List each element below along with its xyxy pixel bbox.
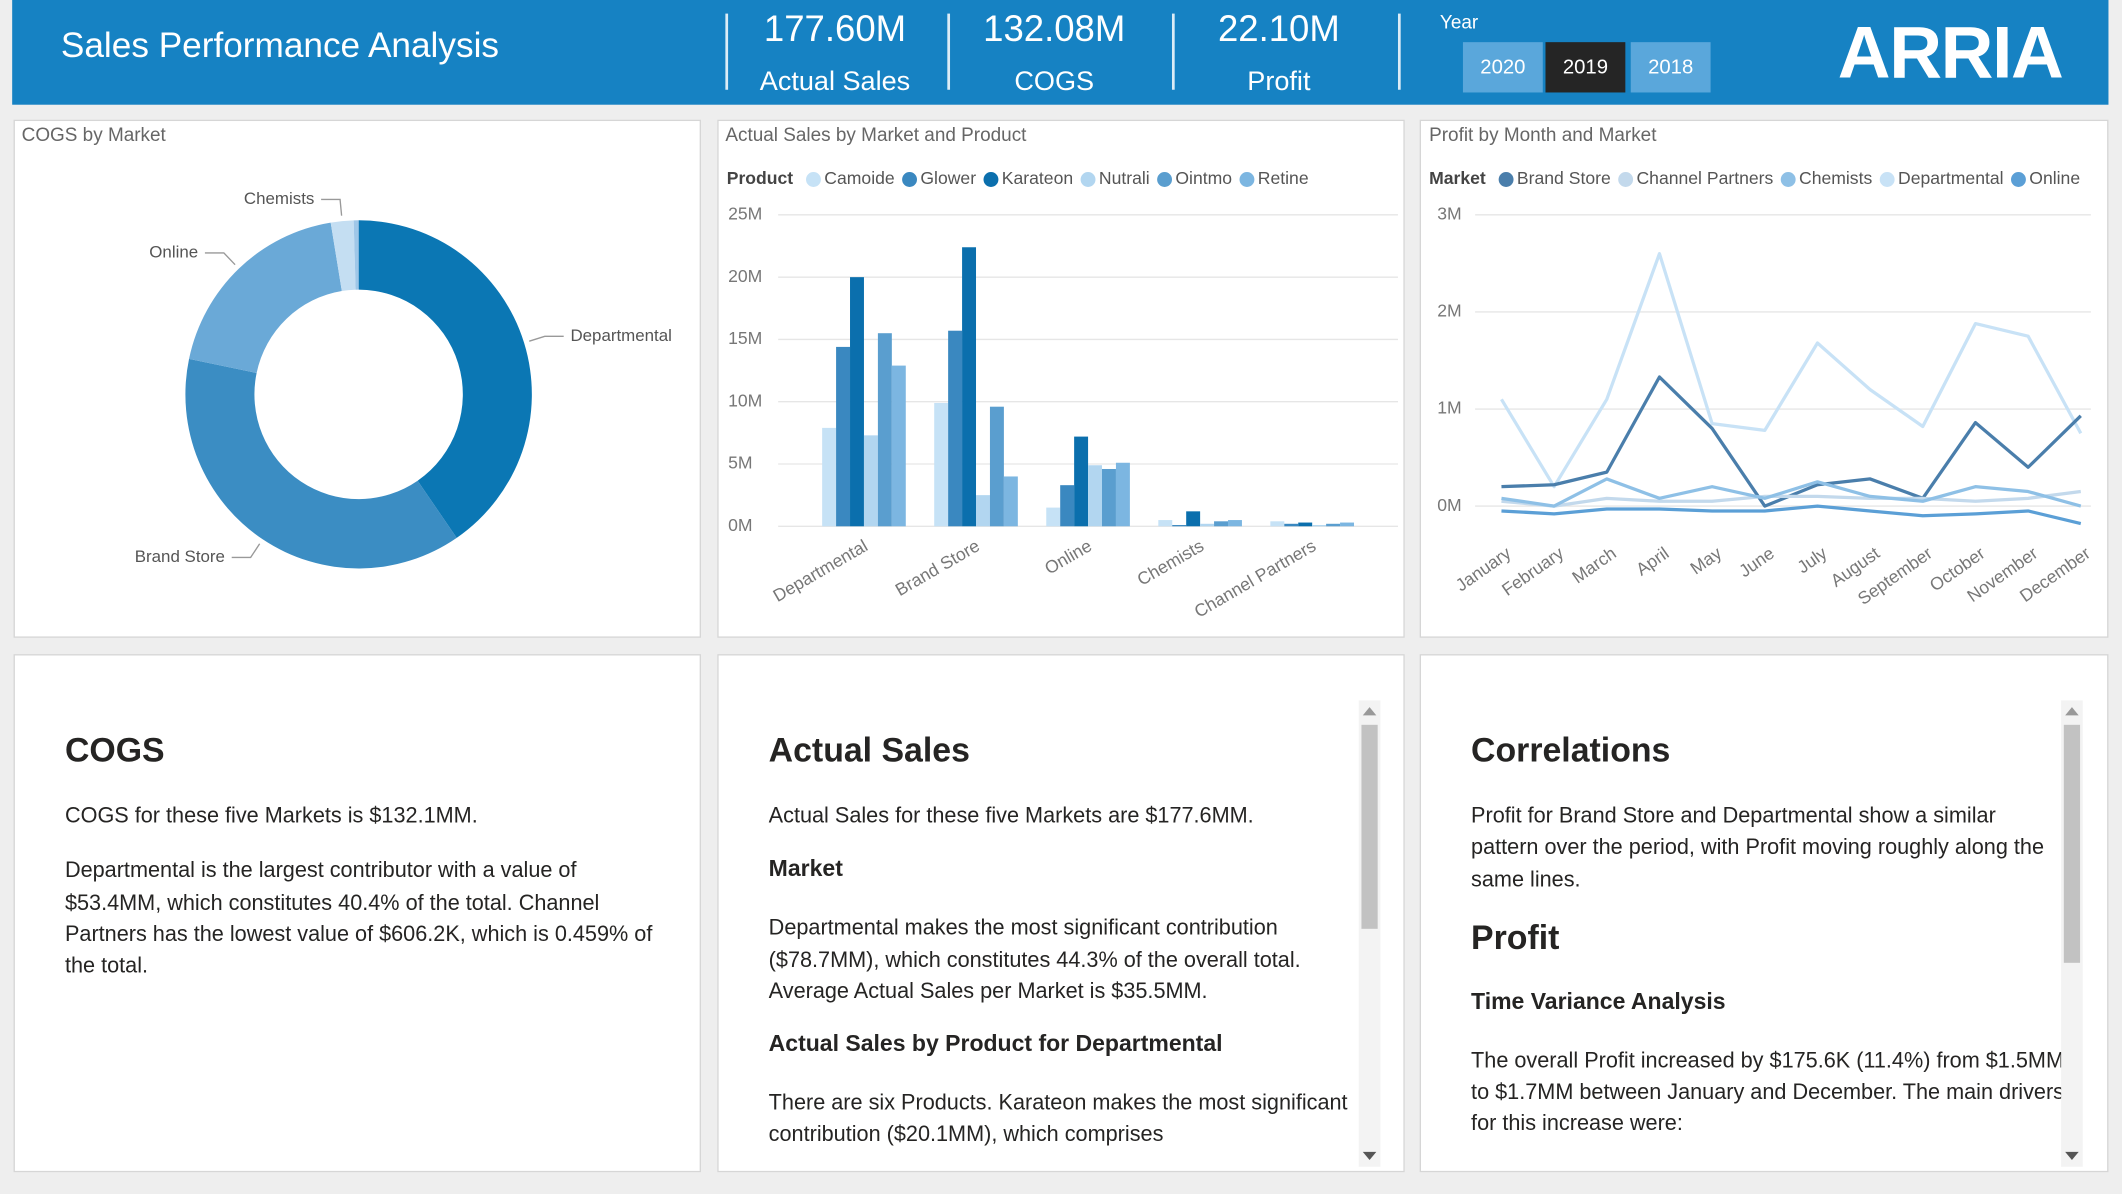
paragraph: COGS for these five Markets is $132.1MM. [64, 805, 478, 829]
section-title: Profit [1471, 919, 1560, 958]
text-panel: COGS COGS for these five Markets is $132.… [13, 654, 702, 1173]
section-heading: Time Variance Analysis [1471, 988, 1726, 1015]
kpi-value: 22.10M [1217, 8, 1340, 49]
separator [725, 13, 729, 90]
header-bar: Sales Performance Analysis 177.60M Actua… [12, 0, 2109, 105]
narrative: Correlations Profit for Brand Store and D… [1471, 726, 2066, 1165]
kpi-label: Actual Sales [759, 66, 911, 97]
narrative: COGS COGS for these five Markets is $132.… [65, 726, 660, 1165]
kpi-label: COGS [1014, 66, 1095, 97]
section-heading: Actual Sales by Product for Departmental [768, 1031, 1223, 1057]
year-button[interactable]: 2018 [1630, 42, 1711, 93]
panel-title: Correlations [1471, 731, 1671, 770]
filter-label: Year [1439, 10, 1479, 33]
narrative: Actual Sales Actual Sales for these five … [769, 726, 1364, 1165]
paragraph: Actual Sales for these five Markets are … [768, 805, 1254, 829]
kpi-value: 177.60M [763, 8, 907, 49]
chart-panel [13, 119, 702, 638]
text-panel: Correlations Profit for Brand Store and D… [1419, 654, 2109, 1173]
dashboard-title: Sales Performance Analysis [60, 24, 499, 66]
scroll-up[interactable] [2065, 707, 2079, 716]
panel-title: COGS [64, 731, 165, 770]
logo: ARRIA [1837, 12, 2064, 94]
kpi-label: Profit [1247, 66, 1311, 97]
scrollbar[interactable] [2061, 700, 2083, 1167]
chart-panel [717, 119, 1405, 638]
paragraph: Profit for Brand Store and Departmental … [1471, 805, 2044, 892]
scrollbar[interactable] [1358, 700, 1381, 1167]
scroll-up[interactable] [1362, 707, 1377, 716]
section-heading: Market [768, 855, 843, 882]
year-button[interactable]: 2019 [1545, 42, 1626, 93]
chart-panel [1419, 119, 2109, 638]
scroll-down[interactable] [2065, 1151, 2079, 1161]
kpi-value: 132.08M [983, 8, 1126, 49]
paragraph: Departmental makes the most significant … [768, 916, 1301, 1004]
scroll-thumb[interactable] [2063, 724, 2081, 963]
paragraph: Departmental is the largest contributor … [64, 859, 653, 979]
separator [1397, 13, 1401, 90]
scroll-down[interactable] [1362, 1151, 1377, 1161]
paragraph: The overall Profit increased by $175.6K … [1471, 1049, 2065, 1137]
panel-title: Actual Sales [768, 731, 970, 770]
text-panel: Actual Sales Actual Sales for these five … [717, 654, 1405, 1173]
scroll-thumb[interactable] [1361, 724, 1378, 929]
paragraph: There are six Products. Karateon makes t… [768, 1092, 1348, 1148]
separator [947, 13, 951, 90]
year-button[interactable]: 2020 [1462, 42, 1543, 93]
separator [1171, 13, 1175, 90]
